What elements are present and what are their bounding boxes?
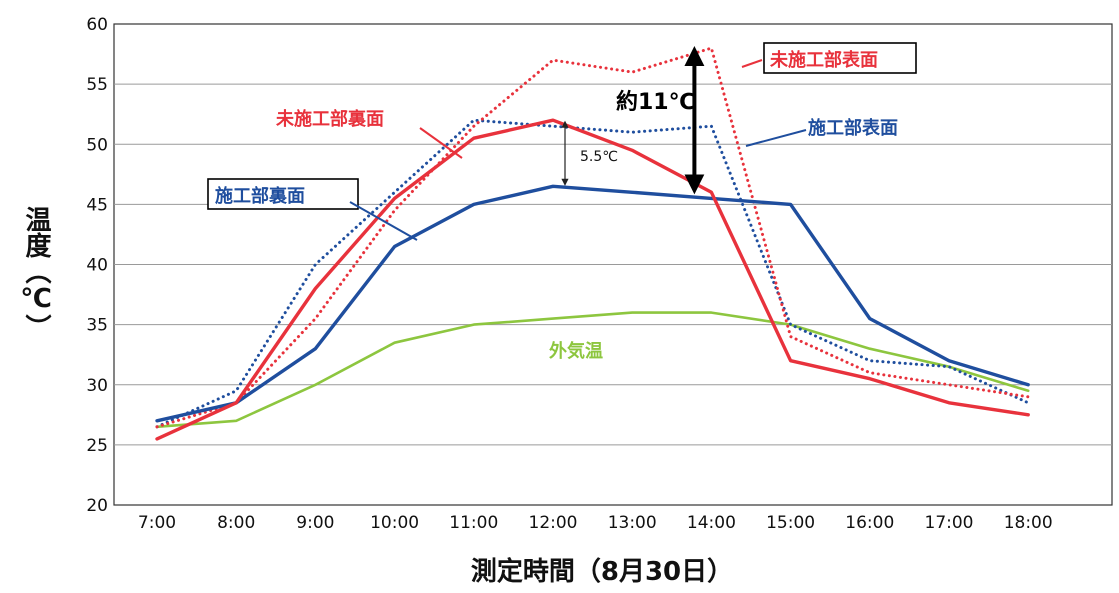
series-lines xyxy=(155,46,1030,441)
x-tick-1600: 16:00 xyxy=(845,513,894,533)
series-label-built-surface: 施工部表面 xyxy=(808,117,898,139)
grid-lines xyxy=(113,23,1113,506)
label-built-surface: 施工部表面 xyxy=(745,117,898,147)
x-tick-1000: 10:00 xyxy=(370,513,419,533)
series-line-4 xyxy=(155,311,1030,429)
x-tick-900: 9:00 xyxy=(296,513,334,533)
diff-label-big: 約11℃ xyxy=(616,89,695,115)
y-tick-25: 25 xyxy=(86,436,108,456)
y-tick-55: 55 xyxy=(86,75,108,95)
series-label-built-back: 施工部裏面 xyxy=(215,185,305,207)
label-unbuilt-back: 未施工部裏面 xyxy=(276,108,463,159)
x-tick-1300: 13:00 xyxy=(608,513,657,533)
series-label-outdoor: 外気温 xyxy=(549,340,603,362)
y-tick-35: 35 xyxy=(86,316,108,336)
series-label-unbuilt-surface: 未施工部表面 xyxy=(770,49,878,71)
x-tick-800: 8:00 xyxy=(217,513,255,533)
series-line-1 xyxy=(155,118,1030,441)
x-tick-1400: 14:00 xyxy=(687,513,736,533)
x-tick-1100: 11:00 xyxy=(449,513,498,533)
label-built-back: 施工部裏面 xyxy=(207,178,418,241)
series-label-unbuilt-back: 未施工部裏面 xyxy=(276,108,384,130)
series-line-2 xyxy=(155,118,1030,429)
x-axis-title: 測定時間（8月30日） xyxy=(471,556,733,587)
x-tick-1800: 18:00 xyxy=(1004,513,1053,533)
x-tick-1500: 15:00 xyxy=(766,513,815,533)
series-line-0 xyxy=(155,46,1030,429)
y-axis-title: 温度（℃） xyxy=(21,206,51,340)
y-tick-45: 45 xyxy=(86,195,108,215)
y-tick-labels: 20 25 30 35 40 45 50 55 60 xyxy=(86,15,108,516)
y-tick-30: 30 xyxy=(86,376,108,396)
x-tick-labels: 7:00 8:00 9:00 10:00 11:00 12:00 13:00 14:00 15:… xyxy=(138,513,1053,533)
x-tick-1700: 17:00 xyxy=(925,513,974,533)
y-tick-60: 60 xyxy=(86,15,108,35)
y-tick-40: 40 xyxy=(86,256,108,276)
series-line-3 xyxy=(155,184,1030,423)
x-tick-700: 7:00 xyxy=(138,513,176,533)
y-tick-20: 20 xyxy=(86,496,108,516)
diff-label-small: 5.5℃ xyxy=(580,149,618,165)
x-tick-1200: 12:00 xyxy=(529,513,578,533)
y-tick-50: 50 xyxy=(86,135,108,155)
label-unbuilt-surface: 未施工部表面 xyxy=(741,42,917,74)
